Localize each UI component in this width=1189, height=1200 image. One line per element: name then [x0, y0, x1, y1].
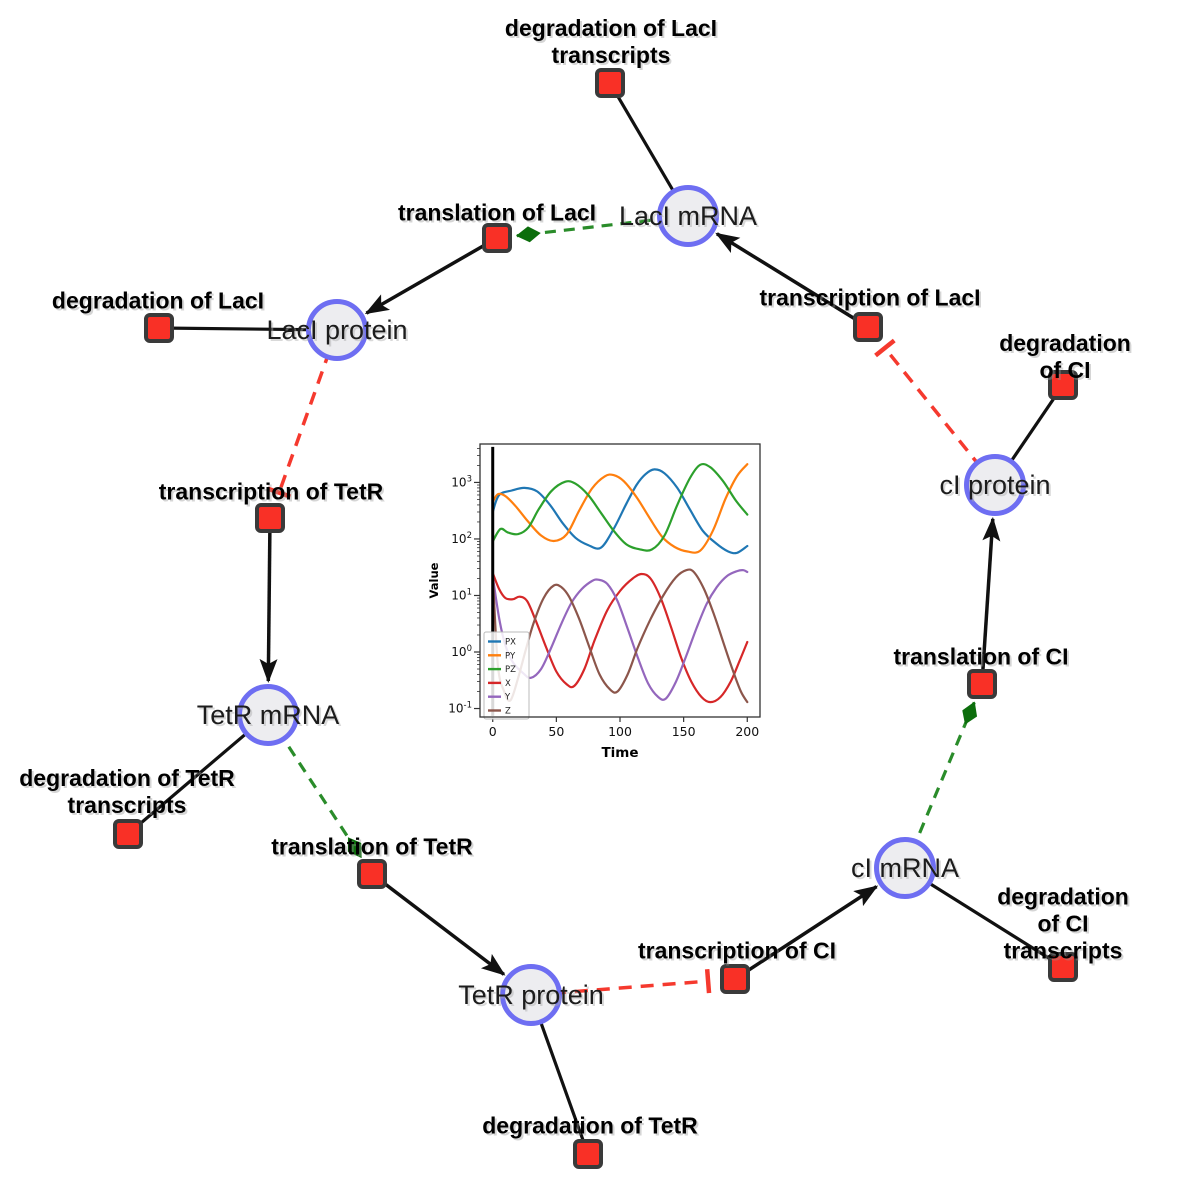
reaction-node-transcription-laci[interactable] — [853, 312, 883, 342]
legend-label-PY: PY — [505, 651, 516, 661]
species-node-tetr-protein[interactable] — [500, 964, 562, 1026]
y-tick-label: 10-1 — [448, 701, 472, 716]
x-tick-label: 100 — [608, 724, 632, 739]
x-tick-label: 150 — [672, 724, 696, 739]
reaction-node-deg-laci[interactable] — [144, 313, 174, 343]
x-tick-label: 0 — [489, 724, 497, 739]
chart-series-group — [491, 462, 749, 704]
edge-production-transcription-ci-to-ci-mrna — [734, 885, 879, 981]
species-node-ci-protein[interactable] — [964, 454, 1026, 516]
chart-frame — [479, 443, 761, 718]
species-node-tetr-mrna[interactable] — [237, 684, 299, 746]
inset-chart-svg: 0 50 100 150 200 10-1 100 101 102 103 Time Value PX P… — [427, 443, 761, 761]
edge-production-transcription-tetr-to-tetr-mrna — [259, 517, 278, 683]
reaction-node-translation-tetr[interactable] — [357, 859, 387, 889]
legend-label-Y: Y — [504, 693, 511, 703]
x-tick-label: 50 — [548, 724, 564, 739]
reaction-node-transcription-ci[interactable] — [720, 964, 750, 994]
legend-label-Z: Z — [505, 707, 511, 717]
chart-xlabel: Time — [601, 745, 638, 761]
reaction-node-transcription-tetr[interactable] — [255, 503, 285, 533]
legend-label-X: X — [505, 679, 511, 689]
legend-label-PX: PX — [505, 638, 516, 648]
edge-production-translation-ci-to-ci-protein — [980, 516, 1001, 685]
chart-series-X — [491, 571, 749, 704]
edge-production-transcription-laci-to-laci-mrna — [715, 232, 869, 329]
reaction-node-translation-laci[interactable] — [482, 223, 512, 253]
reaction-node-translation-ci[interactable] — [967, 669, 997, 699]
y-tick-label: 101 — [451, 587, 472, 602]
chart-series-PX — [491, 468, 749, 555]
chart-ylabel: Value — [428, 562, 441, 598]
edge-production-translation-tetr-to-tetr-protein — [370, 872, 506, 976]
y-tick-label: 102 — [451, 531, 472, 546]
chart-series-PZ — [491, 462, 749, 552]
species-node-ci-mrna[interactable] — [874, 837, 936, 899]
inset-chart: 0 50 100 150 200 10-1 100 101 102 103 Time Value PX P… — [427, 432, 776, 770]
y-tick-label: 100 — [451, 644, 472, 659]
legend-label-PZ: PZ — [505, 665, 516, 675]
reaction-node-deg-ci-tx[interactable] — [1048, 952, 1078, 982]
chart-series-PY — [491, 463, 749, 554]
species-node-laci-protein[interactable] — [306, 299, 368, 361]
x-tick-label: 200 — [735, 724, 759, 739]
species-node-laci-mrna[interactable] — [657, 185, 719, 247]
edge-line-ci-mrna-to-deg-ci-tx — [904, 866, 1064, 969]
reaction-node-deg-tetr[interactable] — [573, 1139, 603, 1169]
reaction-node-deg-ci[interactable] — [1048, 370, 1078, 400]
y-tick-label: 103 — [451, 474, 472, 489]
reaction-node-deg-tetr-tx[interactable] — [113, 819, 143, 849]
reaction-node-deg-laci-tx[interactable] — [595, 68, 625, 98]
edge-production-translation-laci-to-laci-protein — [364, 236, 498, 315]
